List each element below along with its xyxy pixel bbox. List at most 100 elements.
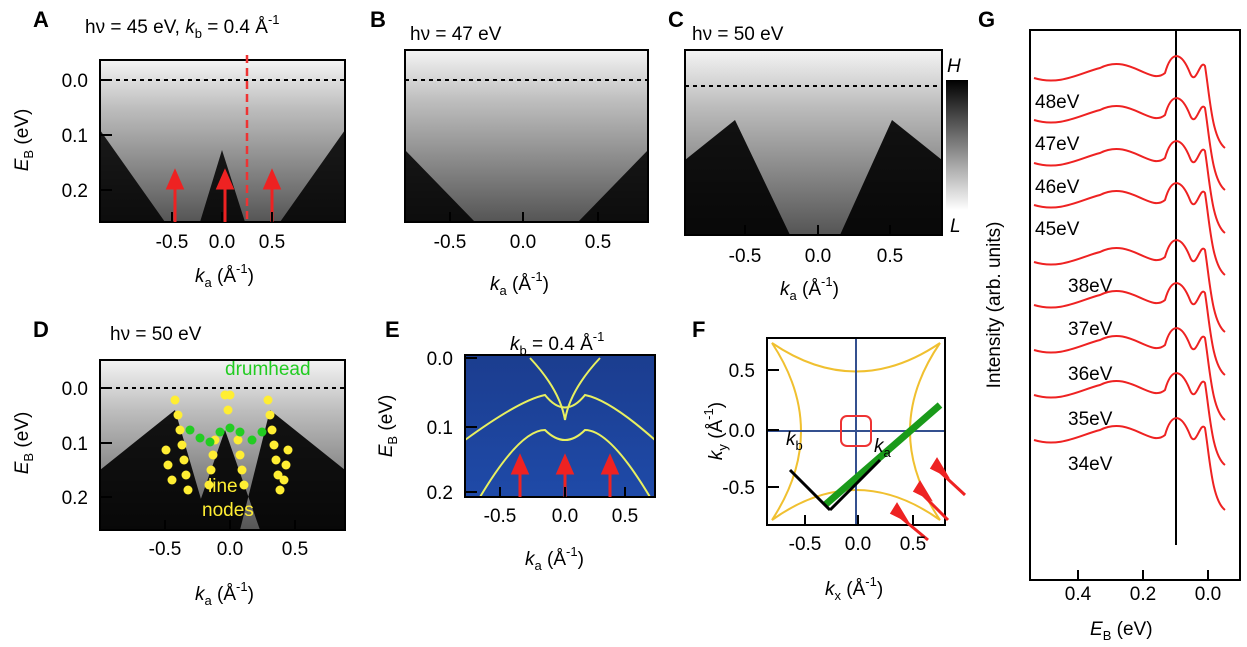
panel-title: hν = 50 eV: [110, 324, 202, 345]
y-axis-label: EB (eV): [12, 109, 36, 172]
nodal-dot: [167, 475, 177, 485]
x-tick-label: 0.0: [805, 246, 831, 267]
y-axis-label: Intensity (arb. units): [984, 222, 1005, 389]
curve-label: 35eV: [1068, 409, 1113, 430]
nodal-dot: [223, 405, 233, 415]
drumhead-dot: [205, 437, 215, 447]
nodal-dot: [279, 475, 289, 485]
cut-line: [822, 402, 943, 508]
y-tick-label: 0.2: [62, 181, 88, 202]
panel-title: hν = 50 eV: [692, 24, 784, 45]
panel-c: C hν = 50 eV H L: [668, 7, 968, 237]
spectrum-curve: [1033, 239, 1226, 333]
panel-title: hν = 47 eV: [410, 24, 502, 45]
x-tick-label: -0.5: [434, 232, 467, 253]
annotation: drumhead: [225, 359, 311, 380]
x-tick-label: 0.4: [1065, 584, 1092, 605]
nodal-dot: [177, 440, 187, 450]
axis-vectors: [788, 458, 882, 512]
panel-b: B hν = 47 eV: [370, 7, 649, 223]
panel-letter: F: [692, 317, 705, 342]
x-tick-label: 0.5: [585, 232, 611, 253]
calc-bands: [464, 357, 656, 498]
nodal-dot: [181, 470, 191, 480]
nodal-dot: [283, 445, 293, 455]
nodal-dot: [225, 390, 235, 400]
x-axis-label: kx (Å-1): [825, 574, 883, 603]
panel-letter: B: [370, 7, 386, 32]
x-tick-label: 0.0: [209, 232, 235, 253]
y-axis-label: EB (eV): [12, 412, 36, 475]
curve-label: 45eV: [1035, 219, 1080, 240]
x-axis-label: ka (Å-1): [490, 269, 549, 298]
frame: [1029, 29, 1241, 581]
y-tick-label: 0.1: [62, 434, 88, 455]
drumhead-dot: [215, 427, 225, 437]
y-axis-label: ky (Å-1): [701, 402, 730, 460]
nodal-dot: [281, 460, 291, 470]
curve-label: 38eV: [1068, 276, 1113, 297]
y-tick-label: 0.0: [62, 71, 88, 92]
nodal-dot: [271, 455, 281, 465]
annotation: nodes: [202, 500, 254, 521]
drumhead-dot: [235, 427, 245, 437]
curve-label: 36eV: [1068, 364, 1113, 385]
curve-label: 47eV: [1035, 134, 1080, 155]
frame: [684, 49, 943, 236]
frame: [99, 359, 346, 531]
spectrum-curve: [1033, 182, 1226, 276]
panel-title: hν = 45 eV, kb = 0.4 Å-1: [85, 12, 280, 41]
drumhead-dot: [247, 435, 257, 445]
x-axis-label: ka (Å-1): [195, 261, 254, 290]
y-tick-label: 0.2: [427, 483, 453, 504]
band-shade: [405, 150, 648, 222]
nodal-dot: [269, 440, 279, 450]
colorbar-high: H: [947, 56, 961, 77]
spectrum-curve: [1033, 140, 1226, 234]
x-tick-label: 0.2: [1130, 584, 1156, 605]
nodal-dot: [161, 445, 171, 455]
x-tick-label: -0.5: [156, 232, 189, 253]
nodal-dot: [235, 450, 245, 460]
frame: [404, 49, 649, 223]
x-axis-label: ka (Å-1): [525, 544, 584, 573]
curve-label: 37eV: [1068, 319, 1113, 340]
curve-label: 46eV: [1035, 177, 1080, 198]
nodal-dot: [273, 470, 283, 480]
x-tick-label: -0.5: [149, 539, 182, 560]
nodal-dot: [263, 395, 273, 405]
x-tick-label: 0.0: [1195, 584, 1221, 605]
drumhead-dot: [225, 423, 235, 433]
spectrum-curve: [1033, 417, 1226, 511]
drumhead-dot: [185, 425, 195, 435]
x-axis-label: EB (eV): [1090, 619, 1153, 643]
panel-d: D hν = 50 eV drumhead line nodes: [33, 317, 346, 531]
spectrum-curve: [1033, 327, 1226, 421]
nodal-dot: [204, 480, 214, 490]
nodal-dot: [183, 485, 193, 495]
nodal-dot: [170, 395, 180, 405]
drumhead-dot: [257, 427, 267, 437]
nodal-dot: [237, 465, 247, 475]
y-tick-label: 0.1: [427, 418, 453, 439]
frame: [766, 337, 946, 526]
panel-letter: G: [978, 7, 995, 32]
x-tick-label: 0.0: [510, 232, 536, 253]
x-tick-label: 0.5: [259, 232, 285, 253]
x-tick-label: -0.5: [729, 246, 762, 267]
spectrum-curve: [1033, 372, 1226, 466]
y-tick-label: 0.5: [729, 361, 755, 382]
vector-label: kb: [786, 429, 803, 453]
drumhead-dot: [195, 433, 205, 443]
x-axis-label: ka (Å-1): [780, 274, 839, 303]
spectrum-curve: [1033, 97, 1226, 191]
curve-label: 48eV: [1035, 92, 1080, 113]
nodal-dot: [163, 460, 173, 470]
y-tick-label: 0.0: [729, 421, 755, 442]
x-tick-label: 0.0: [552, 506, 578, 527]
nodal-dot: [179, 455, 189, 465]
nodal-dot: [265, 410, 275, 420]
y-tick-label: 0.0: [427, 349, 453, 370]
x-tick-label: 0.5: [900, 534, 926, 555]
